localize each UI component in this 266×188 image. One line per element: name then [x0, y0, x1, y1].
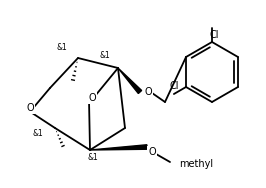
- Polygon shape: [118, 68, 142, 93]
- Text: &1: &1: [57, 43, 67, 52]
- Text: O: O: [88, 93, 96, 103]
- Text: O: O: [144, 87, 152, 97]
- Text: Cl: Cl: [169, 81, 179, 91]
- Text: &1: &1: [33, 129, 43, 137]
- Text: O: O: [148, 147, 156, 157]
- Polygon shape: [90, 145, 147, 150]
- Text: &1: &1: [88, 153, 98, 162]
- Text: Cl: Cl: [209, 30, 219, 40]
- Text: O: O: [26, 103, 34, 113]
- Text: &1: &1: [100, 52, 110, 61]
- Text: methyl: methyl: [179, 159, 213, 169]
